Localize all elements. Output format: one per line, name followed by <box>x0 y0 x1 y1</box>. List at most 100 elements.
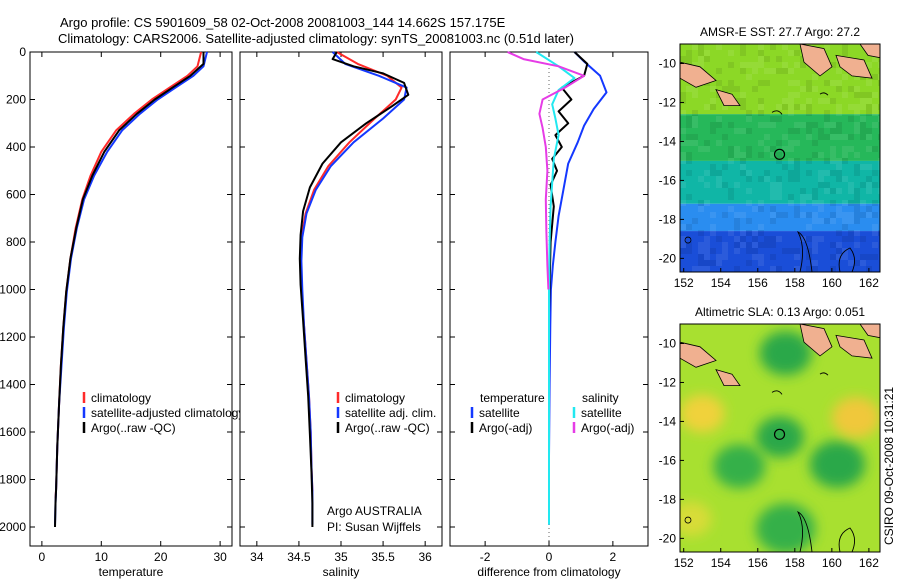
sst_map-texture-cell <box>812 212 818 218</box>
sst_map-texture-cell <box>680 182 686 188</box>
difference-legend-sal-satellite-label: satellite <box>581 406 622 420</box>
sst_map-texture-cell <box>740 44 746 50</box>
sst_map-texture-cell <box>854 152 860 158</box>
sst_map-texture-cell <box>824 158 830 164</box>
sst_map-texture-cell <box>800 236 806 242</box>
sst_map-texture-cell <box>794 254 800 260</box>
sst_map-texture-cell <box>710 230 716 236</box>
sst_map-texture-cell <box>770 68 776 74</box>
sst_map-texture-cell <box>782 104 788 110</box>
sst_map-texture-cell <box>776 176 782 182</box>
figure-title-line1: Argo profile: CS 5901609_58 02-Oct-2008 … <box>60 15 506 30</box>
sst_map-texture-cell <box>692 62 698 68</box>
sst_map-texture-cell <box>860 164 866 170</box>
sst_map-texture-cell <box>680 248 686 254</box>
sst_map-texture-cell <box>680 224 686 230</box>
sst_map-texture-cell <box>752 62 758 68</box>
sst_map-texture-cell <box>752 206 758 212</box>
sla_map-x-tick-label: 158 <box>785 556 805 570</box>
sst_map-texture-cell <box>698 62 704 68</box>
sst_map-texture-cell <box>806 110 812 116</box>
sst_map-texture-cell <box>836 122 842 128</box>
sst_map-texture-cell <box>818 170 824 176</box>
sst_map-texture-cell <box>680 140 686 146</box>
sst_map-texture-cell <box>848 134 854 140</box>
sst_map-texture-cell <box>740 242 746 248</box>
sst_map-texture-cell <box>836 212 842 218</box>
temperature-legend-item-label: Argo(..raw -QC) <box>91 421 176 435</box>
sla_map-x-tick-label: 152 <box>674 556 694 570</box>
sst_map-texture-cell <box>770 146 776 152</box>
sst_map-texture-cell <box>722 164 728 170</box>
sst_map-texture-cell <box>830 134 836 140</box>
sst_map-texture-cell <box>728 86 734 92</box>
sst_map-texture-cell <box>734 86 740 92</box>
sst_map-texture-cell <box>842 158 848 164</box>
sst_map-texture-cell <box>782 62 788 68</box>
sla_map-y-tick-label: -12 <box>659 375 677 389</box>
sla_map-anomaly-blob <box>680 501 712 537</box>
sst_map-texture-cell <box>824 80 830 86</box>
sst_map-texture-cell <box>812 194 818 200</box>
sst_map-texture-cell <box>686 56 692 62</box>
sst_map-texture-cell <box>842 146 848 152</box>
sst_map-texture-cell <box>716 236 722 242</box>
sst_map-texture-cell <box>740 212 746 218</box>
sst_map-texture-cell <box>788 170 794 176</box>
sst_map-y-tick-label: -14 <box>659 134 677 148</box>
sst_map-texture-cell <box>848 146 854 152</box>
sla_map-land <box>835 334 873 359</box>
sst_map-texture-cell <box>806 158 812 164</box>
sst_map-texture-cell <box>794 266 800 272</box>
sst_map-texture-cell <box>794 206 800 212</box>
sst_map-texture-cell <box>878 134 880 140</box>
sst_map-texture-cell <box>680 110 686 116</box>
sst_map-texture-cell <box>758 242 764 248</box>
sla_map-field <box>680 324 880 552</box>
sst_map-texture-cell <box>728 188 734 194</box>
sst_map-texture-cell <box>686 152 692 158</box>
sst_map-texture-cell <box>836 164 842 170</box>
sst_map-texture-cell <box>704 266 710 272</box>
sst_map-texture-cell <box>818 182 824 188</box>
sst_map-texture-cell <box>692 44 698 50</box>
sst_map-texture-cell <box>758 224 764 230</box>
sst_map-texture-cell <box>872 74 878 80</box>
temperature-x-tick-label: 30 <box>213 550 227 564</box>
sst_map-texture-cell <box>866 254 872 260</box>
sst_map-texture-cell <box>698 266 704 272</box>
sst_map-texture-cell <box>680 200 686 206</box>
sst_map-texture-cell <box>764 134 770 140</box>
temperature-x-tick-label: 20 <box>154 550 168 564</box>
sst_map-texture-cell <box>800 104 806 110</box>
sst_map-reef-outline <box>771 110 783 115</box>
y-tick-label: 600 <box>6 188 26 202</box>
sst_map-texture-cell <box>872 56 878 62</box>
sst_map-texture-cell <box>836 230 842 236</box>
sst_map-texture-cell <box>680 242 686 248</box>
sla_map-land <box>680 341 717 368</box>
sst_map-texture-cell <box>854 122 860 128</box>
y-tick-label: 1800 <box>0 473 26 487</box>
sst_map-texture-cell <box>872 92 878 98</box>
sst_map-texture-cell <box>842 74 848 80</box>
sst_map-texture-cell <box>686 86 692 92</box>
y-tick-label: 0 <box>19 45 26 59</box>
sst_map-texture-cell <box>698 206 704 212</box>
sst_map-texture-cell <box>806 104 812 110</box>
sst_map-texture-cell <box>812 86 818 92</box>
sst_map-texture-cell <box>758 254 764 260</box>
sst_map-texture-cell <box>848 230 854 236</box>
sst_map-texture-cell <box>722 182 728 188</box>
sst_map-texture-cell <box>842 44 848 50</box>
sst_map-texture-cell <box>854 200 860 206</box>
sst_map-texture-cell <box>812 236 818 242</box>
sst_map-texture-cell <box>854 86 860 92</box>
sst_map-texture-cell <box>800 122 806 128</box>
sst_map-texture-cell <box>866 128 872 134</box>
sst_map-texture-cell <box>734 248 740 254</box>
sst_map-texture-cell <box>878 62 880 68</box>
sst_map-texture-cell <box>734 128 740 134</box>
sst_map-texture-cell <box>878 104 880 110</box>
sst_map-texture-cell <box>776 194 782 200</box>
